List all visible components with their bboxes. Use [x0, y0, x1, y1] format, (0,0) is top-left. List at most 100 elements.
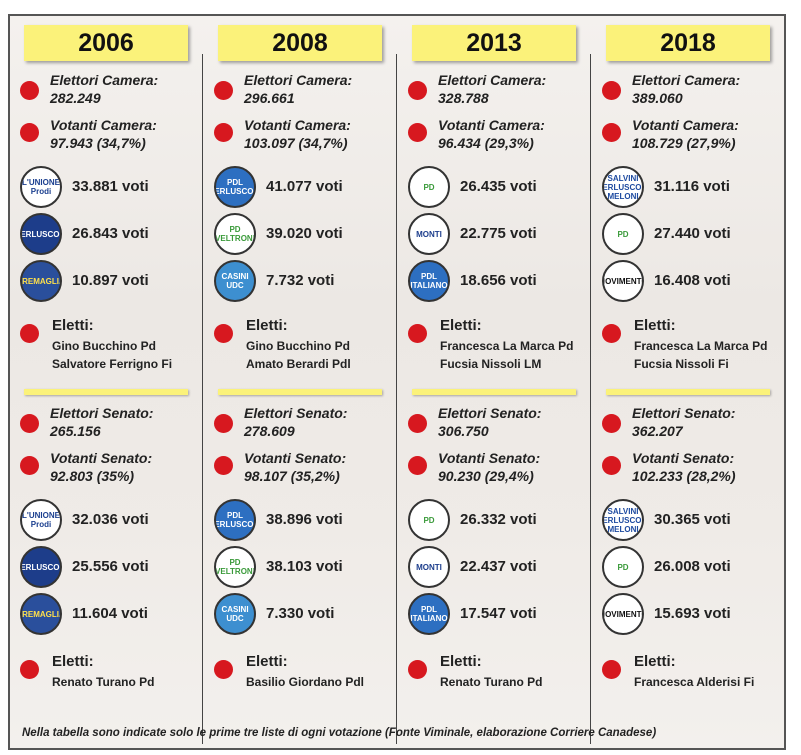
- party-votes: 16.408 voti: [654, 272, 731, 289]
- bullet-icon: [214, 324, 233, 343]
- eletti-label: Eletti:: [634, 317, 676, 334]
- elected-name: Gino Bucchino Pd: [52, 339, 156, 353]
- votanti-camera-value: 96.434 (29,3%): [438, 135, 534, 151]
- bullet-icon: [602, 123, 621, 142]
- elected-name: Basilio Giordano Pdl: [246, 675, 365, 689]
- party-logo-icon: TREMAGLIA: [20, 593, 62, 635]
- party-votes: 7.330 voti: [266, 605, 335, 622]
- elected-name: Francesca Alderisi Fi: [634, 675, 755, 689]
- party-votes: 7.732 voti: [266, 272, 335, 289]
- year-column: 2013 Elettori Camera: 328.788 Votanti Camer…: [400, 16, 594, 726]
- elected-name: Renato Turano Pd: [440, 675, 543, 689]
- section-separator: [218, 389, 382, 395]
- votanti-senato-value: 90.230 (29,4%): [438, 468, 534, 484]
- votanti-senato-value: 92.803 (35%): [50, 468, 135, 484]
- party-logo-icon: CASINI UDC: [214, 593, 256, 635]
- party-votes: 11.604 voti: [72, 605, 148, 622]
- column-divider: [396, 54, 397, 744]
- party-logo-icon: PDL ITALIANO: [408, 593, 450, 635]
- party-votes: 18.656 voti: [460, 272, 537, 289]
- elettori-camera-value: 282.249: [50, 90, 101, 106]
- eletti-label: Eletti:: [440, 653, 482, 670]
- eletti-label: Eletti:: [52, 317, 94, 334]
- party-logo-icon: L'UNIONE Prodi: [20, 499, 62, 541]
- elected-name: Gino Bucchino Pd: [246, 339, 350, 353]
- elected-name: Francesca La Marca Pd: [634, 339, 768, 353]
- eletti-label: Eletti:: [440, 317, 482, 334]
- party-logo-icon: PDL BERLUSCONI: [214, 499, 256, 541]
- elected-name: Salvatore Ferrigno Fi: [52, 357, 173, 371]
- elected-name: Fucsia Nissoli Fi: [634, 357, 729, 371]
- elettori-senato-value: 306.750: [438, 423, 489, 439]
- elettori-senato-label: Elettori Senato:: [632, 405, 736, 421]
- bullet-icon: [214, 456, 233, 475]
- votanti-senato-value: 102.233 (28,2%): [632, 468, 736, 484]
- year-header: 2008: [218, 25, 382, 61]
- party-logo-icon: PD: [602, 546, 644, 588]
- elected-name: Amato Berardi Pdl: [246, 357, 351, 371]
- party-votes: 33.881 voti: [72, 178, 149, 195]
- year-header: 2006: [24, 25, 188, 61]
- votanti-camera-value: 108.729 (27,9%): [632, 135, 736, 151]
- elettori-camera-label: Elettori Camera:: [438, 72, 547, 88]
- elettori-camera-label: Elettori Camera:: [244, 72, 353, 88]
- party-votes: 10.897 voti: [72, 272, 149, 289]
- party-logo-icon: MOVIMENTO: [602, 593, 644, 635]
- bullet-icon: [214, 81, 233, 100]
- party-logo-icon: PD: [408, 166, 450, 208]
- eletti-label: Eletti:: [52, 653, 94, 670]
- votanti-senato-label: Votanti Senato:: [438, 450, 541, 466]
- party-votes: 25.556 voti: [72, 558, 149, 575]
- party-logo-icon: MONTI: [408, 546, 450, 588]
- eletti-label: Eletti:: [246, 653, 288, 670]
- year-column: 2006 Elettori Camera: 282.249 Votanti Camer…: [12, 16, 206, 726]
- bullet-icon: [408, 324, 427, 343]
- elettori-camera-label: Elettori Camera:: [50, 72, 159, 88]
- bullet-icon: [20, 660, 39, 679]
- eletti-label: Eletti:: [634, 653, 676, 670]
- results-table: 2006 Elettori Camera: 282.249 Votanti Camer…: [8, 14, 786, 750]
- votanti-senato-value: 98.107 (35,2%): [244, 468, 340, 484]
- bullet-icon: [602, 414, 621, 433]
- bullet-icon: [408, 414, 427, 433]
- party-votes: 27.440 voti: [654, 225, 731, 242]
- bullet-icon: [20, 81, 39, 100]
- elettori-camera-value: 328.788: [438, 90, 489, 106]
- party-logo-icon: PD: [602, 213, 644, 255]
- elettori-camera-value: 389.060: [632, 90, 683, 106]
- party-logo-icon: TREMAGLIA: [20, 260, 62, 302]
- elettori-senato-label: Elettori Senato:: [50, 405, 154, 421]
- elected-name: Francesca La Marca Pd: [440, 339, 574, 353]
- votanti-senato-label: Votanti Senato:: [50, 450, 153, 466]
- party-logo-icon: MOVIMENTO: [602, 260, 644, 302]
- party-logo-icon: PDL BERLUSCONI: [214, 166, 256, 208]
- votanti-camera-label: Votanti Camera:: [50, 117, 157, 133]
- party-logo-icon: L'UNIONE Prodi: [20, 166, 62, 208]
- bullet-icon: [408, 123, 427, 142]
- votanti-senato-label: Votanti Senato:: [244, 450, 347, 466]
- party-logo-icon: MONTI: [408, 213, 450, 255]
- party-votes: 41.077 voti: [266, 178, 343, 195]
- elettori-senato-label: Elettori Senato:: [438, 405, 542, 421]
- party-logo-icon: PD VELTRONI: [214, 546, 256, 588]
- elettori-camera-value: 296.661: [244, 90, 295, 106]
- eletti-label: Eletti:: [246, 317, 288, 334]
- party-votes: 22.437 voti: [460, 558, 537, 575]
- party-logo-icon: PDL ITALIANO: [408, 260, 450, 302]
- bullet-icon: [20, 414, 39, 433]
- bullet-icon: [20, 324, 39, 343]
- votanti-camera-label: Votanti Camera:: [438, 117, 545, 133]
- votanti-senato-label: Votanti Senato:: [632, 450, 735, 466]
- elettori-senato-value: 278.609: [244, 423, 295, 439]
- party-votes: 26.435 voti: [460, 178, 537, 195]
- party-votes: 38.103 voti: [266, 558, 343, 575]
- party-votes: 22.775 voti: [460, 225, 537, 242]
- party-votes: 30.365 voti: [654, 511, 731, 528]
- bullet-icon: [408, 81, 427, 100]
- votanti-camera-label: Votanti Camera:: [244, 117, 351, 133]
- year-column: 2018 Elettori Camera: 389.060 Votanti Camer…: [594, 16, 788, 726]
- section-separator: [412, 389, 576, 395]
- elected-name: Renato Turano Pd: [52, 675, 155, 689]
- bullet-icon: [602, 81, 621, 100]
- year-header: 2018: [606, 25, 770, 61]
